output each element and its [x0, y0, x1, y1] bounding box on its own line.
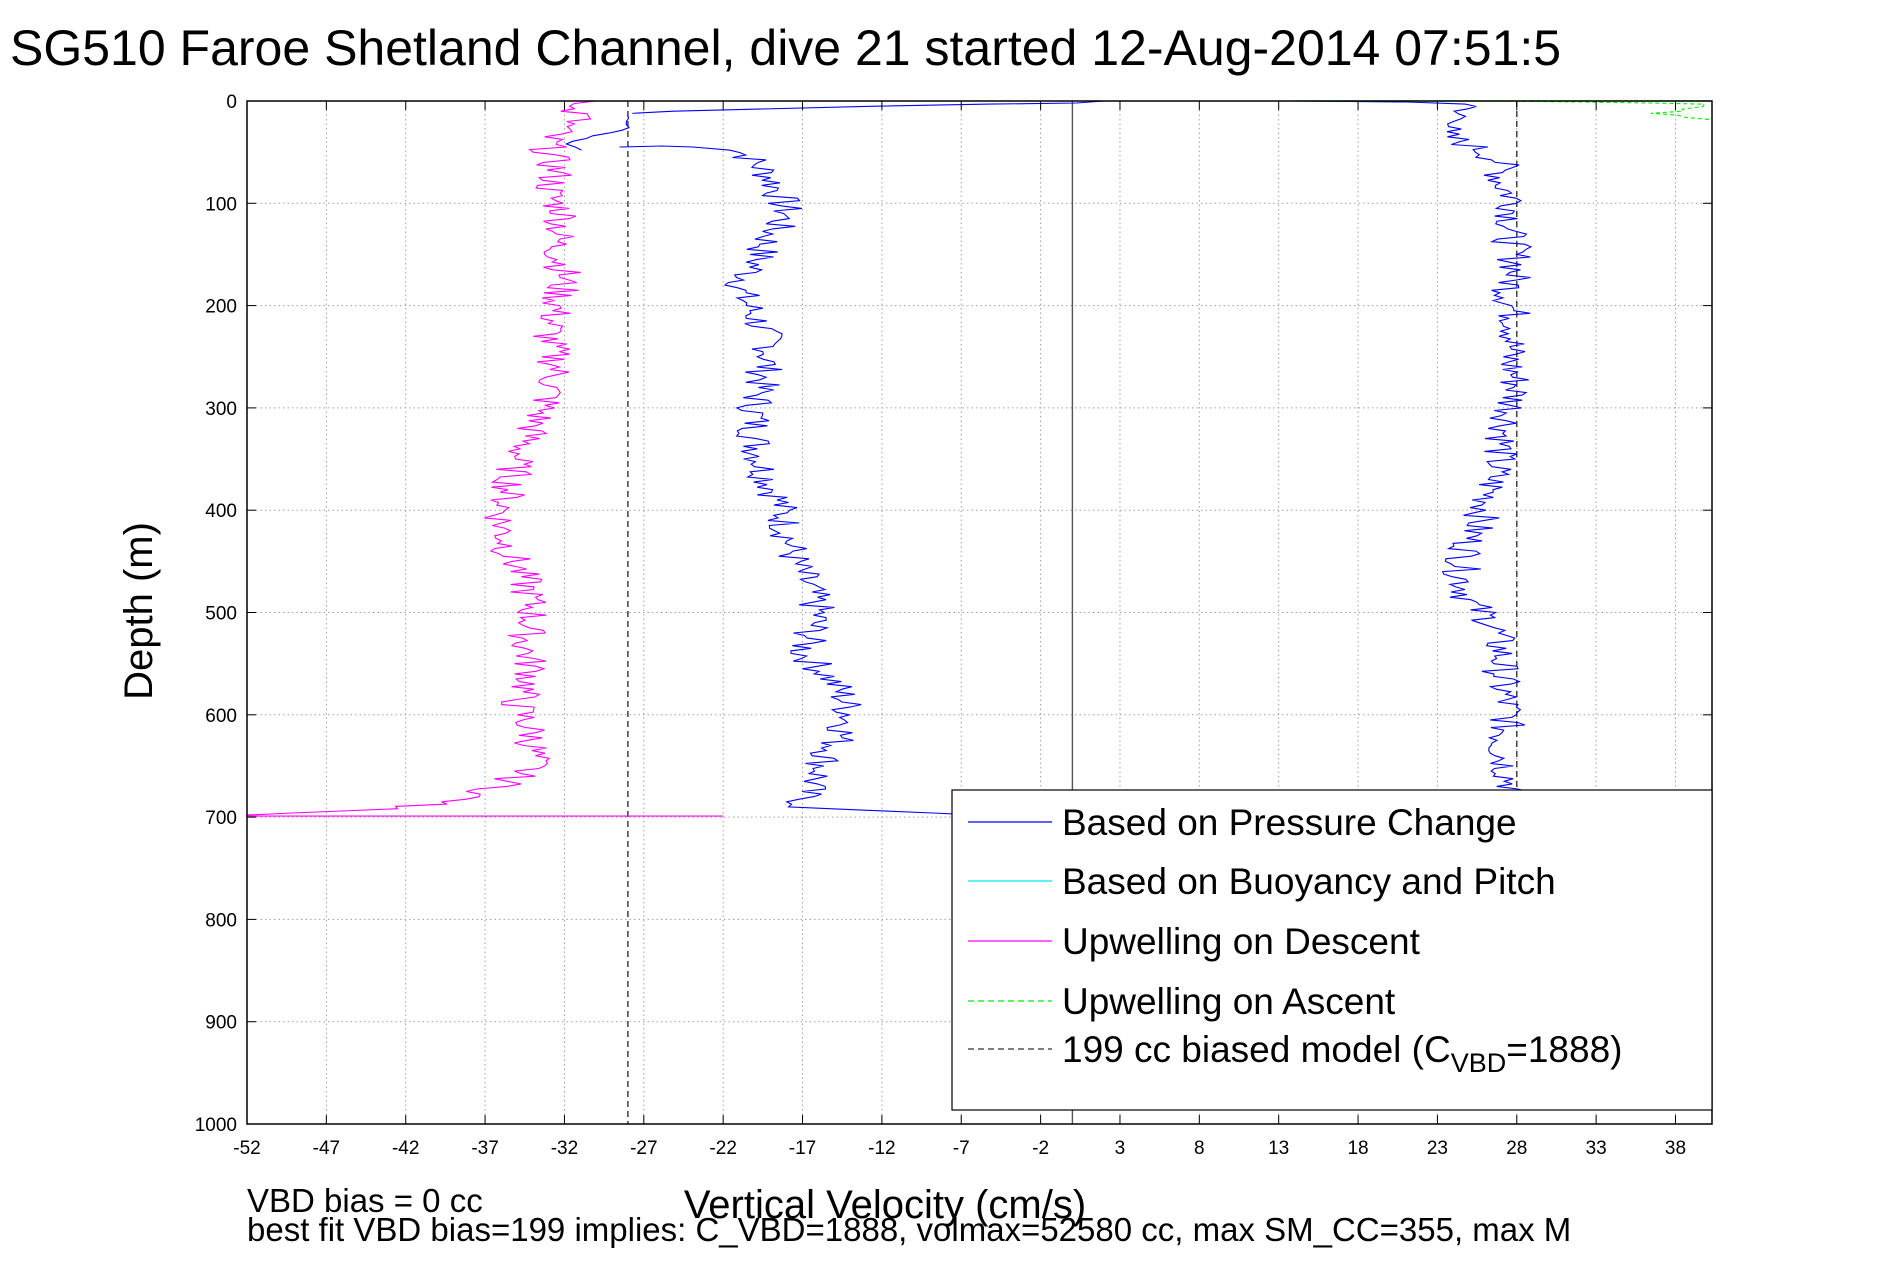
y-tick-label: 600: [205, 706, 237, 727]
x-tick-label: -7: [953, 1138, 970, 1159]
y-tick-label: 500: [205, 604, 237, 625]
legend-entry-text: Upwelling on Descent: [1062, 921, 1421, 962]
series-line-based-on-pressure-change-surface: [632, 100, 1105, 114]
legend-entry-text: Upwelling on Ascent: [1062, 981, 1396, 1022]
y-tick-label: 0: [226, 92, 237, 113]
series-line-upwelling-on-descent: [246, 100, 596, 816]
x-tick-label: 33: [1586, 1138, 1607, 1159]
legend-entry-text: Based on Pressure Change: [1062, 802, 1517, 843]
series-line-upwelling-on-ascent: [1494, 100, 1710, 122]
x-tick-label: 13: [1268, 1138, 1289, 1159]
x-tick-label: 23: [1427, 1138, 1448, 1159]
legend-entry-label: Based on Buoyancy and Pitch: [1062, 861, 1556, 902]
x-tick-label: -27: [630, 1138, 657, 1159]
best-fit-note: best fit VBD bias=199 implies: C_VBD=188…: [247, 1211, 1571, 1248]
x-tick-label: 38: [1665, 1138, 1686, 1159]
legend-entry-label: 199 cc biased model (CVBD=1888): [1062, 1029, 1622, 1078]
x-tick-label: -12: [868, 1138, 895, 1159]
legend-entry-subscript: VBD: [1451, 1048, 1507, 1078]
x-tick-label: 8: [1194, 1138, 1205, 1159]
legend: Based on Pressure Change Based on Buoyanc…: [951, 789, 1713, 1111]
x-tick-label: -47: [313, 1138, 340, 1159]
legend-entry-label: Upwelling on Ascent: [1062, 981, 1396, 1022]
series-line-based-on-pressure-change-ascent: [1297, 100, 1535, 818]
x-axis-ticks: -52 -47 -42 -37 -32 -27 -22 -17 -12 -7 -2 3 8 13 18 23 2…: [233, 101, 1686, 1159]
x-tick-label: -22: [709, 1138, 736, 1159]
legend-entry-suffix: =1888): [1506, 1029, 1622, 1070]
x-tick-label: -17: [789, 1138, 816, 1159]
y-tick-label: 200: [205, 297, 237, 318]
legend-entry-text: 199 cc biased model (C: [1062, 1029, 1451, 1070]
x-tick-label: 3: [1115, 1138, 1126, 1159]
x-tick-label: -37: [471, 1138, 498, 1159]
x-tick-label: 28: [1506, 1138, 1527, 1159]
y-tick-label: 400: [205, 501, 237, 522]
x-tick-label: -42: [392, 1138, 419, 1159]
y-axis-label: Depth (m): [117, 522, 161, 700]
y-tick-label: 700: [205, 808, 237, 829]
y-tick-label: 100: [205, 194, 237, 215]
series-line-based-on-pressure-change-shallow: [564, 115, 630, 151]
y-axis-ticks: 0 100 200 300 400 500 600 700 800 900 1000: [195, 92, 1712, 1136]
chart-title: SG510 Faroe Shetland Channel, dive 21 st…: [10, 20, 1561, 76]
x-axis-label: Vertical Velocity (cm/s): [684, 1183, 1086, 1227]
x-tick-label: 18: [1347, 1138, 1368, 1159]
legend-box: [951, 789, 1713, 1111]
legend-entry-label: Based on Pressure Change: [1062, 802, 1517, 843]
legend-entry-text: Based on Buoyancy and Pitch: [1062, 861, 1556, 902]
series-group: [246, 100, 1712, 818]
legend-entry-label: Upwelling on Descent: [1062, 921, 1421, 962]
x-tick-label: -32: [551, 1138, 578, 1159]
y-tick-label: 300: [205, 399, 237, 420]
x-tick-label: -52: [233, 1138, 260, 1159]
series-line-based-on-pressure-change-descent: [619, 145, 978, 816]
y-tick-label: 900: [205, 1013, 237, 1034]
vbd-bias-note: VBD bias = 0 cc: [247, 1182, 483, 1219]
y-tick-label: 1000: [195, 1115, 237, 1136]
x-tick-label: -2: [1032, 1138, 1049, 1159]
y-tick-label: 800: [205, 910, 237, 931]
